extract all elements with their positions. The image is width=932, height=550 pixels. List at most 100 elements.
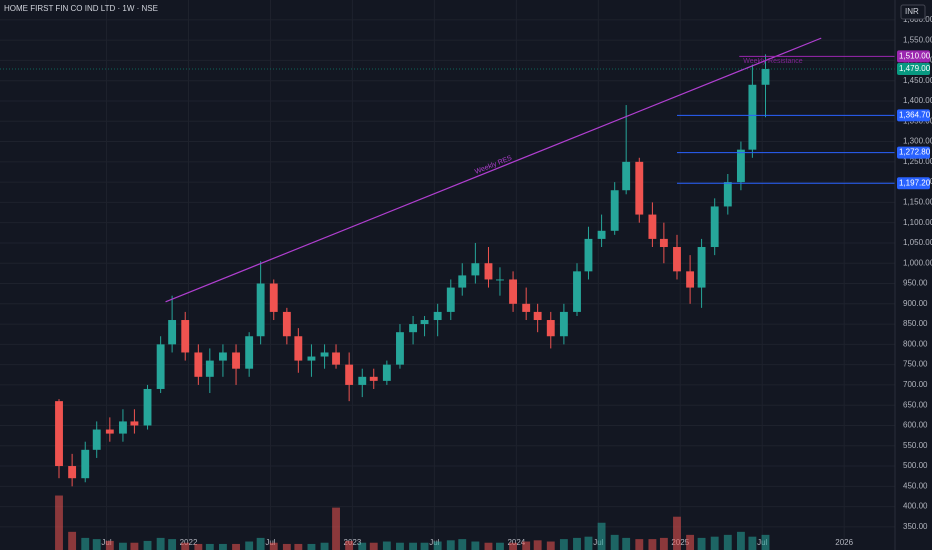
volume-bar [282, 543, 291, 550]
volume-bar [168, 539, 177, 550]
candle-body [573, 271, 581, 312]
volume-bar [232, 543, 240, 550]
candle-body [130, 421, 139, 426]
level-tag [897, 50, 930, 63]
volume-bar [533, 540, 542, 550]
x-tick-label: Jul [265, 538, 275, 547]
candle-body [559, 311, 568, 337]
candle-body [218, 352, 227, 361]
candle-body [409, 324, 418, 333]
level-label: 1,197.20 [899, 178, 931, 187]
volume-bar [484, 542, 493, 550]
candle-body [143, 388, 152, 426]
candle-body [597, 230, 606, 239]
level-tag [897, 146, 930, 159]
volume-bar [119, 542, 127, 550]
candle-body [245, 336, 254, 369]
volume-bar [584, 536, 593, 550]
candle-body [81, 449, 90, 479]
y-tick-label: 400.00 [903, 502, 928, 511]
candle-body [509, 279, 518, 304]
level-tag [897, 109, 930, 122]
candle-body [723, 182, 732, 207]
volume-bar [686, 534, 695, 550]
candle-body [105, 429, 114, 434]
candle-body [686, 271, 695, 288]
volume-bar [205, 543, 214, 550]
y-tick-label: 850.00 [903, 319, 928, 328]
level-label: 1,510.00 [899, 51, 931, 60]
candle-body [119, 421, 127, 434]
candle-body [55, 401, 63, 467]
candle-body [761, 68, 770, 85]
candle-body [168, 320, 177, 345]
y-tick-label: 1,150.00 [903, 198, 932, 207]
y-tick-label: 700.00 [903, 380, 928, 389]
candle-body [396, 332, 404, 365]
candle-body [458, 275, 467, 288]
volume-bar [307, 543, 316, 550]
y-tick-label: 550.00 [903, 441, 928, 450]
volume-bar [546, 541, 555, 550]
volume-bar [345, 540, 354, 550]
candle-body [736, 149, 745, 183]
volume-bar [55, 495, 63, 550]
y-tick-label: 1,400.00 [903, 96, 932, 105]
volume-bar [369, 542, 378, 550]
y-tick-label: 1,450.00 [903, 76, 932, 85]
chart-title: HOME FIRST FIN CO IND LTD · 1W · NSE [4, 4, 158, 13]
candle-body [382, 364, 391, 381]
y-tick-label: 750.00 [903, 360, 928, 369]
y-tick-label: 1,550.00 [903, 35, 932, 44]
candle-body [433, 311, 442, 321]
candle-body [471, 263, 480, 276]
volume-bar [245, 541, 254, 550]
trendline [165, 37, 822, 303]
y-tick-label: 1,000.00 [903, 258, 932, 267]
y-tick-label: 600.00 [903, 421, 928, 430]
candle-body [320, 352, 329, 357]
volume-bar [143, 540, 152, 550]
candle-body [622, 161, 631, 191]
volume-bar [710, 536, 719, 550]
candle-body [484, 263, 493, 280]
volume-bar [382, 541, 391, 550]
candle-body [256, 283, 265, 337]
candle-body [92, 429, 101, 450]
y-tick-label: 1,100.00 [903, 218, 932, 227]
volume-bar [559, 539, 568, 550]
candle-body [496, 279, 504, 281]
volume-bar [761, 534, 770, 550]
y-tick-label: 1,300.00 [903, 137, 932, 146]
y-tick-label: 500.00 [903, 461, 928, 470]
candle-body [710, 206, 719, 248]
volume-bar [81, 537, 90, 550]
candle-body [533, 311, 542, 321]
volume-bar [597, 522, 606, 550]
volume-bar [446, 540, 455, 550]
y-tick-label: 650.00 [903, 400, 928, 409]
volume-bar [610, 534, 619, 550]
candle-body [446, 287, 455, 312]
y-tick-label: 800.00 [903, 339, 928, 348]
volume-bar [396, 542, 404, 550]
y-tick-label: 950.00 [903, 279, 928, 288]
currency-box[interactable] [900, 4, 926, 20]
volume-bar [635, 539, 644, 550]
level-label: 1,272.80 [899, 148, 931, 157]
y-tick-label: 1,050.00 [903, 238, 932, 247]
x-tick-label: 2022 [180, 538, 198, 547]
y-tick-label: 450.00 [903, 481, 928, 490]
candle-body [181, 320, 190, 353]
volume-bar [105, 540, 114, 550]
candle-body [194, 352, 203, 377]
volume-bar [648, 539, 657, 550]
currency: INR [905, 7, 919, 16]
level-tag [897, 177, 930, 190]
candle-body [748, 84, 757, 150]
volume-bar [509, 542, 518, 550]
candle-body [369, 376, 378, 381]
candle-body [345, 364, 354, 385]
